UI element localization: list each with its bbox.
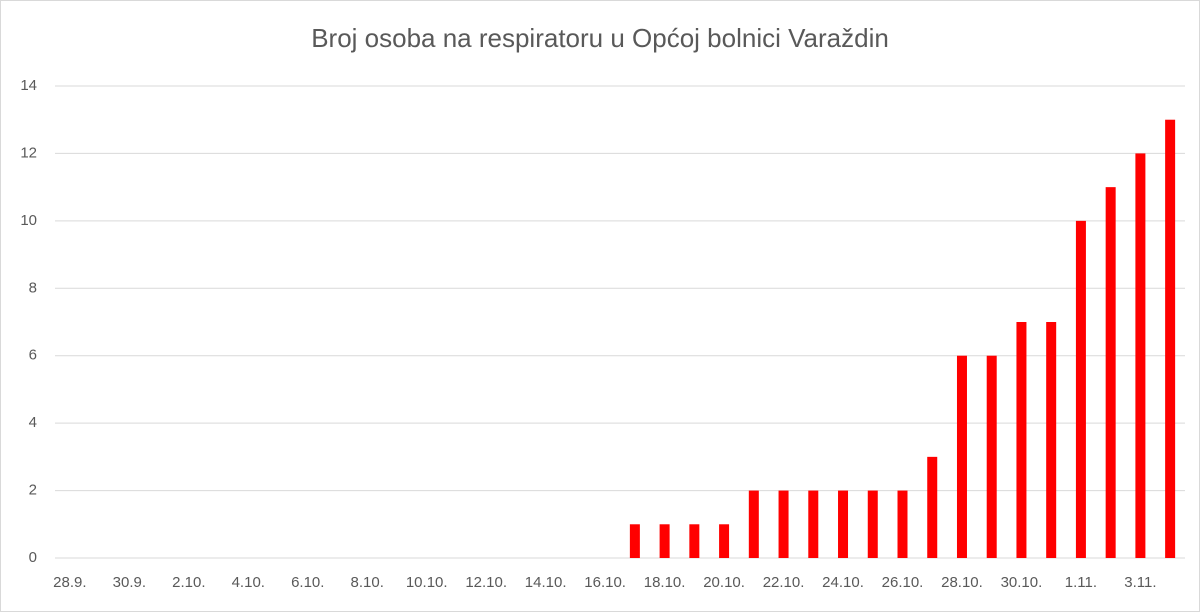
bar (956, 355, 967, 558)
x-tick-label: 1.11. (1065, 574, 1097, 591)
bar (867, 490, 878, 558)
bar (1105, 187, 1116, 558)
x-tick-label: 30.10. (1001, 574, 1043, 591)
x-tick-label: 2.10. (172, 574, 205, 591)
x-tick-label: 28.10. (941, 574, 983, 591)
x-tick-label: 16.10. (584, 574, 626, 591)
x-tick-label: 28.9. (53, 574, 86, 591)
bar (927, 456, 938, 558)
x-tick-label: 30.9. (113, 574, 146, 591)
bar (719, 524, 730, 558)
x-tick-label: 4.10. (232, 574, 265, 591)
x-tick-label: 24.10. (822, 574, 864, 591)
x-tick-label: 3.11. (1124, 574, 1156, 591)
bar (659, 524, 670, 558)
bar (1135, 153, 1146, 558)
x-tick-label: 6.10. (291, 574, 324, 591)
bar (1075, 220, 1086, 558)
chart-title: Broj osoba na respiratoru u Općoj bolnic… (311, 23, 889, 53)
bar (897, 490, 908, 558)
y-tick-label: 2 (29, 482, 37, 499)
bar (1016, 322, 1027, 558)
x-tick-label: 18.10. (644, 574, 686, 591)
x-tick-label: 20.10. (703, 574, 745, 591)
bar (1046, 322, 1057, 558)
bar (838, 490, 849, 558)
x-tick-label: 26.10. (882, 574, 924, 591)
bar (778, 490, 789, 558)
y-tick-label: 6 (29, 347, 37, 364)
x-tick-label: 8.10. (351, 574, 384, 591)
bar (808, 490, 819, 558)
x-tick-label: 22.10. (763, 574, 805, 591)
y-tick-label: 0 (29, 549, 37, 566)
y-tick-label: 14 (20, 77, 37, 94)
bar (748, 490, 759, 558)
bar (986, 355, 997, 558)
bar (1165, 119, 1176, 558)
y-tick-label: 8 (29, 279, 37, 296)
x-tick-label: 10.10. (406, 574, 448, 591)
x-tick-label: 14.10. (525, 574, 567, 591)
y-tick-label: 12 (20, 144, 37, 161)
bar (689, 524, 700, 558)
x-tick-label: 12.10. (465, 574, 507, 591)
y-tick-label: 4 (29, 414, 37, 431)
y-tick-label: 10 (20, 212, 37, 229)
bar (629, 524, 640, 558)
